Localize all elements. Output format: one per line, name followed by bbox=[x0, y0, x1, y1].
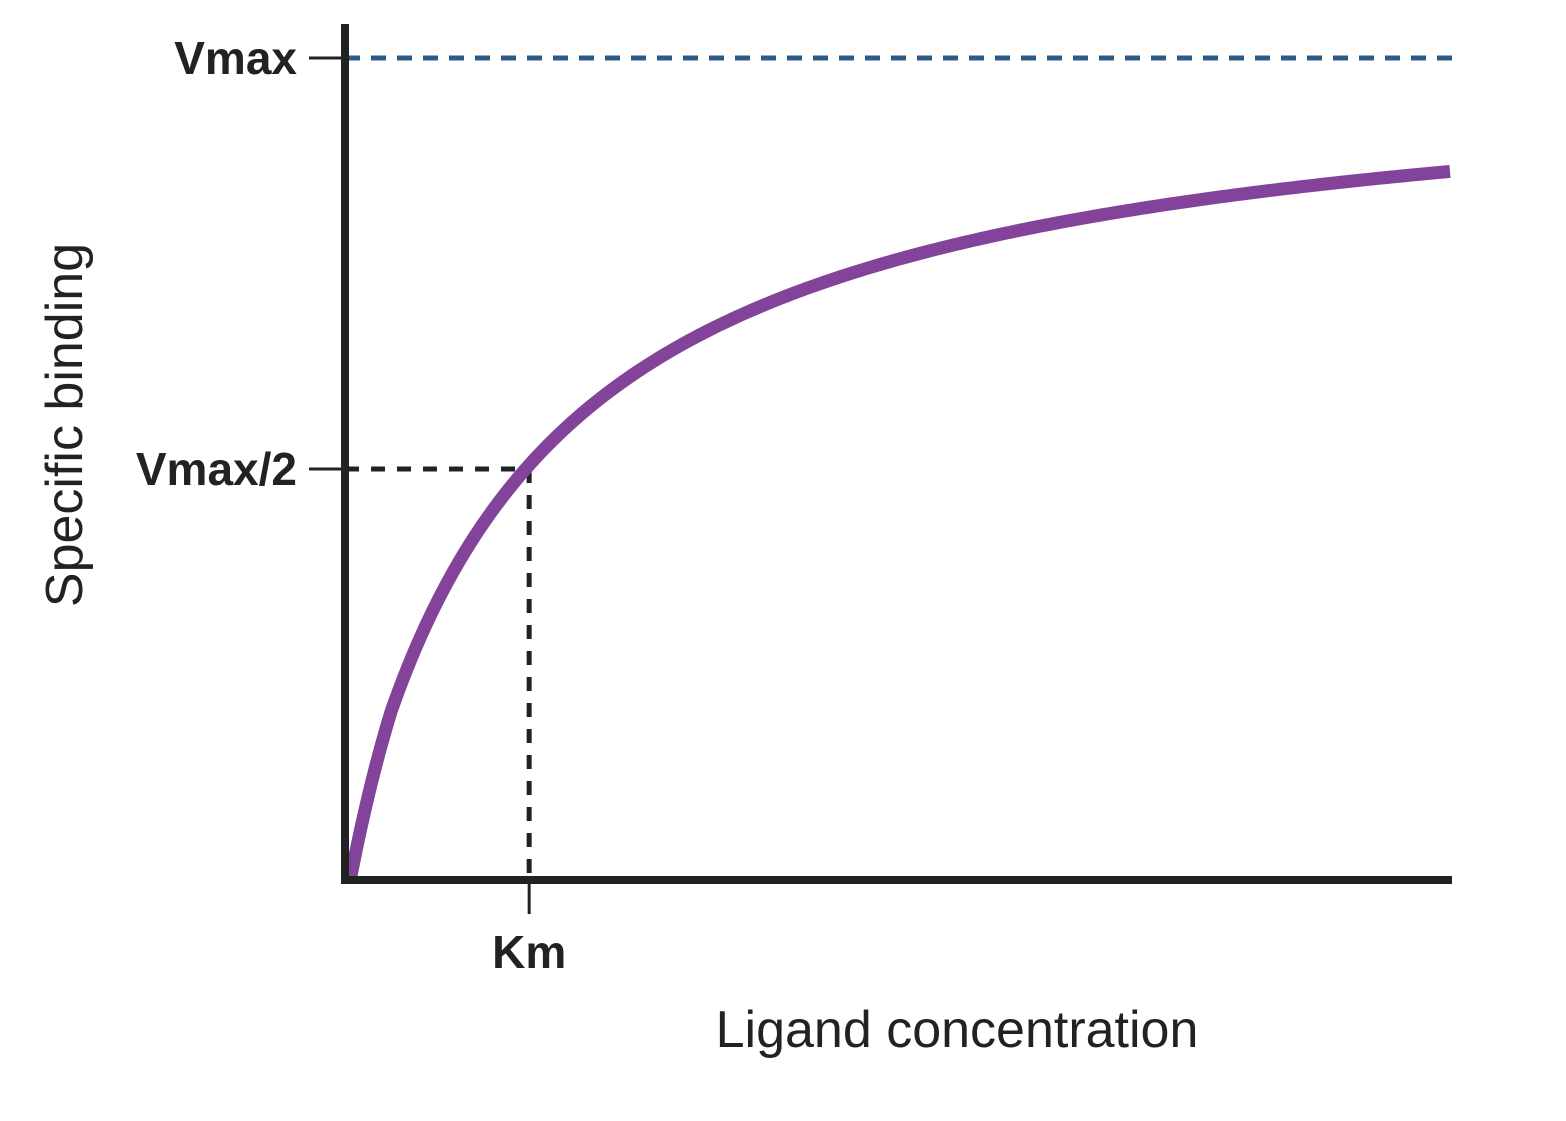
y-tick-label-1: Vmax bbox=[174, 32, 297, 84]
reference-lines bbox=[345, 55, 1458, 880]
series-line bbox=[344, 164, 1451, 883]
y-tick-label-2: Vmax/2 bbox=[136, 443, 297, 495]
x-tick-label-1: Km bbox=[492, 926, 566, 978]
y-axis-label: Specific binding bbox=[36, 243, 94, 607]
ticks: Vmax Vmax/2 Km bbox=[136, 32, 566, 978]
x-axis-label: Ligand concentration bbox=[716, 1001, 1199, 1059]
